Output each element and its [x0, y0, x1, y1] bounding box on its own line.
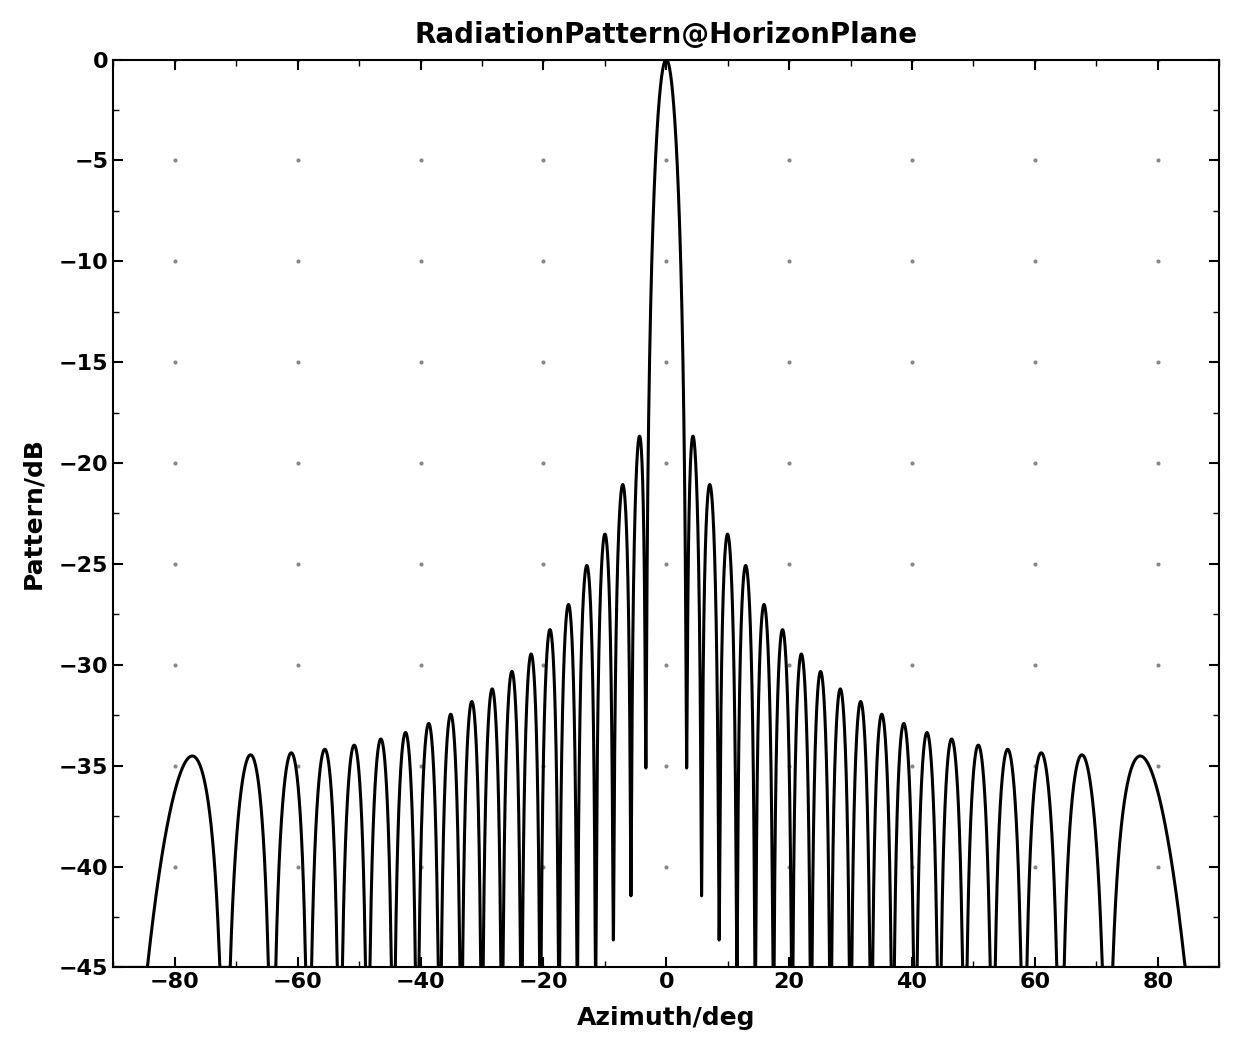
X-axis label: Azimuth/deg: Azimuth/deg [577, 1006, 755, 1030]
Y-axis label: Pattern/dB: Pattern/dB [21, 437, 45, 590]
Title: RadiationPattern@HorizonPlane: RadiationPattern@HorizonPlane [414, 21, 918, 48]
